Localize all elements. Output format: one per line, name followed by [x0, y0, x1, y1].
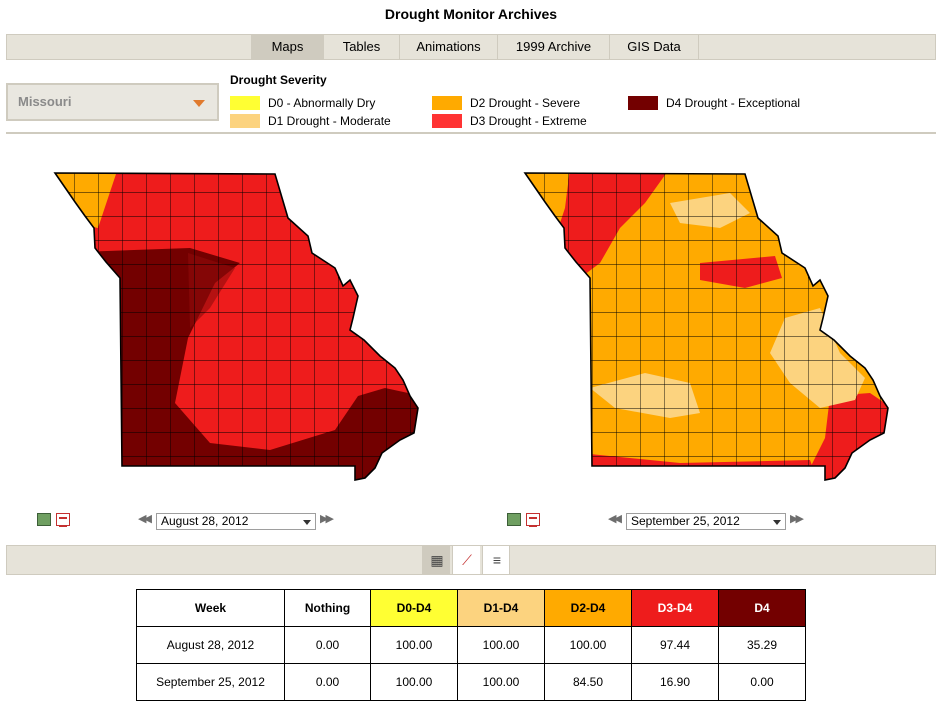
text-view-icon: ≡ [492, 552, 502, 568]
legend-swatch-d3 [432, 114, 462, 128]
header-week: Week [136, 589, 285, 627]
prev-arrow-icon[interactable]: ◀◀ [608, 513, 622, 525]
cell-d2-d4: 84.50 [544, 663, 632, 701]
legend-label-d1: D1 Drought - Moderate [268, 114, 391, 128]
missouri-map-1 [53, 172, 419, 481]
table-view-button[interactable]: ▦ [422, 546, 450, 574]
missouri-map-2 [523, 172, 889, 481]
region-select[interactable]: Missouri [6, 83, 219, 121]
cell-nothing: 0.00 [284, 626, 371, 664]
legend-label-d3: D3 Drought - Extreme [470, 114, 587, 128]
image-icon[interactable] [37, 513, 51, 526]
table-row: September 25, 2012 0.00 100.00 100.00 84… [136, 663, 806, 701]
date-select-2[interactable]: September 25, 2012 [626, 513, 786, 530]
header-d4: D4 [718, 589, 806, 627]
tab-gis-data[interactable]: GIS Data [609, 35, 699, 59]
dropdown-arrow-icon [773, 520, 781, 525]
cell-d0-d4: 100.00 [370, 663, 458, 701]
region-select-value: Missouri [18, 94, 72, 109]
next-arrow-icon[interactable]: ▶▶ [790, 513, 804, 525]
table-row: August 28, 2012 0.00 100.00 100.00 100.0… [136, 626, 806, 664]
legend-label-d4: D4 Drought - Exceptional [666, 96, 801, 110]
header-nothing: Nothing [284, 589, 371, 627]
chevron-down-icon [193, 100, 205, 107]
legend-swatch-d4 [628, 96, 658, 110]
cell-week: August 28, 2012 [136, 626, 285, 664]
tab-animations[interactable]: Animations [399, 35, 497, 59]
table-view-icon: ▦ [430, 552, 444, 568]
chart-view-button[interactable]: ⟋ [452, 546, 480, 574]
prev-arrow-icon[interactable]: ◀◀ [138, 513, 152, 525]
cell-d3-d4: 16.90 [631, 663, 719, 701]
legend-label-d0: D0 - Abnormally Dry [268, 96, 376, 110]
cell-d1-d4: 100.00 [457, 626, 545, 664]
drought-stats-table: Week Nothing D0-D4 D1-D4 D2-D4 D3-D4 D4 … [136, 589, 806, 701]
tab-bar: Maps Tables Animations 1999 Archive GIS … [6, 34, 936, 60]
cell-nothing: 0.00 [284, 663, 371, 701]
pdf-icon[interactable] [56, 513, 70, 527]
cell-d1-d4: 100.00 [457, 663, 545, 701]
legend-swatch-d1 [230, 114, 260, 128]
pdf-icon[interactable] [526, 513, 540, 527]
date-select-1[interactable]: August 28, 2012 [156, 513, 316, 530]
divider [6, 132, 936, 134]
header-d0-d4: D0-D4 [370, 589, 458, 627]
text-view-button[interactable]: ≡ [482, 546, 510, 574]
table-header-row: Week Nothing D0-D4 D1-D4 D2-D4 D3-D4 D4 [136, 589, 806, 627]
view-toolbar: ▦ ⟋ ≡ [6, 545, 936, 575]
header-d2-d4: D2-D4 [544, 589, 632, 627]
tab-tables[interactable]: Tables [323, 35, 399, 59]
tab-1999-archive[interactable]: 1999 Archive [497, 35, 609, 59]
chart-view-icon: ⟋ [462, 552, 472, 568]
cell-week: September 25, 2012 [136, 663, 285, 701]
cell-d4: 0.00 [718, 663, 806, 701]
date-select-1-value: August 28, 2012 [161, 514, 249, 528]
legend-title: Drought Severity [230, 73, 327, 87]
header-d3-d4: D3-D4 [631, 589, 719, 627]
legend-label-d2: D2 Drought - Severe [470, 96, 581, 110]
tab-maps[interactable]: Maps [251, 35, 323, 59]
date-select-2-value: September 25, 2012 [631, 514, 740, 528]
header-d1-d4: D1-D4 [457, 589, 545, 627]
page-title: Drought Monitor Archives [384, 6, 558, 22]
next-arrow-icon[interactable]: ▶▶ [320, 513, 334, 525]
dropdown-arrow-icon [303, 520, 311, 525]
cell-d3-d4: 97.44 [631, 626, 719, 664]
legend-swatch-d2 [432, 96, 462, 110]
cell-d4: 35.29 [718, 626, 806, 664]
image-icon[interactable] [507, 513, 521, 526]
drought-map-sep-25 [520, 168, 892, 488]
drought-map-aug-28 [50, 168, 422, 488]
legend-swatch-d0 [230, 96, 260, 110]
tabs: Maps Tables Animations 1999 Archive GIS … [251, 35, 699, 59]
cell-d0-d4: 100.00 [370, 626, 458, 664]
cell-d2-d4: 100.00 [544, 626, 632, 664]
